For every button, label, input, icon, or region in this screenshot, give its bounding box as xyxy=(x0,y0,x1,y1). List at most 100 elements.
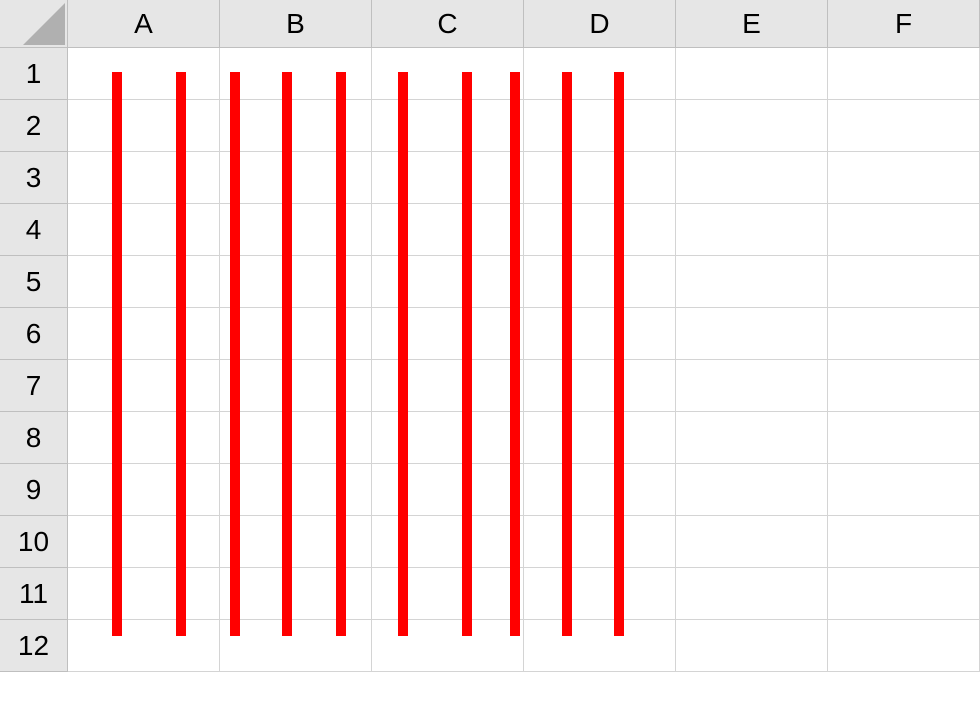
cell-F6[interactable] xyxy=(828,308,980,360)
cell-A8[interactable] xyxy=(68,412,220,464)
cell-C8[interactable] xyxy=(372,412,524,464)
cell-B8[interactable] xyxy=(220,412,372,464)
overlay-vertical-bar-8[interactable] xyxy=(510,72,520,636)
overlay-vertical-bar-9[interactable] xyxy=(562,72,572,636)
column-header-C[interactable]: C xyxy=(372,0,524,48)
cell-A4[interactable] xyxy=(68,204,220,256)
cell-D11[interactable] xyxy=(524,568,676,620)
cell-E6[interactable] xyxy=(676,308,828,360)
column-header-E[interactable]: E xyxy=(676,0,828,48)
overlay-vertical-bar-4[interactable] xyxy=(282,72,292,636)
select-all-corner[interactable] xyxy=(0,0,68,48)
cell-F7[interactable] xyxy=(828,360,980,412)
cell-D5[interactable] xyxy=(524,256,676,308)
row-header-5[interactable]: 5 xyxy=(0,256,68,308)
cell-A1[interactable] xyxy=(68,48,220,100)
overlay-vertical-bar-2[interactable] xyxy=(176,72,186,636)
overlay-vertical-bar-7[interactable] xyxy=(462,72,472,636)
cell-E4[interactable] xyxy=(676,204,828,256)
cell-B5[interactable] xyxy=(220,256,372,308)
row-header-8[interactable]: 8 xyxy=(0,412,68,464)
row-header-4[interactable]: 4 xyxy=(0,204,68,256)
cell-F2[interactable] xyxy=(828,100,980,152)
cell-D4[interactable] xyxy=(524,204,676,256)
cell-F4[interactable] xyxy=(828,204,980,256)
cell-F9[interactable] xyxy=(828,464,980,516)
cell-B10[interactable] xyxy=(220,516,372,568)
row-header-6[interactable]: 6 xyxy=(0,308,68,360)
cell-E9[interactable] xyxy=(676,464,828,516)
row-header-3[interactable]: 3 xyxy=(0,152,68,204)
cell-B2[interactable] xyxy=(220,100,372,152)
cell-C1[interactable] xyxy=(372,48,524,100)
overlay-vertical-bar-10[interactable] xyxy=(614,72,624,636)
cell-A6[interactable] xyxy=(68,308,220,360)
overlay-vertical-bar-3[interactable] xyxy=(230,72,240,636)
row-header-12[interactable]: 12 xyxy=(0,620,68,672)
row-header-11[interactable]: 11 xyxy=(0,568,68,620)
cell-F10[interactable] xyxy=(828,516,980,568)
cell-F8[interactable] xyxy=(828,412,980,464)
cell-B11[interactable] xyxy=(220,568,372,620)
cell-A5[interactable] xyxy=(68,256,220,308)
cell-A9[interactable] xyxy=(68,464,220,516)
cell-B9[interactable] xyxy=(220,464,372,516)
row-header-1[interactable]: 1 xyxy=(0,48,68,100)
cell-B3[interactable] xyxy=(220,152,372,204)
cell-B12[interactable] xyxy=(220,620,372,672)
cell-D6[interactable] xyxy=(524,308,676,360)
column-header-D[interactable]: D xyxy=(524,0,676,48)
cell-F1[interactable] xyxy=(828,48,980,100)
cell-D1[interactable] xyxy=(524,48,676,100)
cell-D12[interactable] xyxy=(524,620,676,672)
cell-C2[interactable] xyxy=(372,100,524,152)
cell-D3[interactable] xyxy=(524,152,676,204)
cell-B7[interactable] xyxy=(220,360,372,412)
cell-C5[interactable] xyxy=(372,256,524,308)
cell-C3[interactable] xyxy=(372,152,524,204)
cell-C7[interactable] xyxy=(372,360,524,412)
column-header-B[interactable]: B xyxy=(220,0,372,48)
cell-E11[interactable] xyxy=(676,568,828,620)
cell-C6[interactable] xyxy=(372,308,524,360)
cell-E2[interactable] xyxy=(676,100,828,152)
cell-C12[interactable] xyxy=(372,620,524,672)
cell-E3[interactable] xyxy=(676,152,828,204)
cell-D8[interactable] xyxy=(524,412,676,464)
cell-D9[interactable] xyxy=(524,464,676,516)
row-header-2[interactable]: 2 xyxy=(0,100,68,152)
cell-A3[interactable] xyxy=(68,152,220,204)
cell-A7[interactable] xyxy=(68,360,220,412)
cell-C4[interactable] xyxy=(372,204,524,256)
row-header-10[interactable]: 10 xyxy=(0,516,68,568)
cell-A10[interactable] xyxy=(68,516,220,568)
overlay-vertical-bar-6[interactable] xyxy=(398,72,408,636)
cell-E1[interactable] xyxy=(676,48,828,100)
cell-A12[interactable] xyxy=(68,620,220,672)
cell-B4[interactable] xyxy=(220,204,372,256)
cell-D10[interactable] xyxy=(524,516,676,568)
cell-B6[interactable] xyxy=(220,308,372,360)
row-header-7[interactable]: 7 xyxy=(0,360,68,412)
cell-A11[interactable] xyxy=(68,568,220,620)
cell-C10[interactable] xyxy=(372,516,524,568)
cell-C11[interactable] xyxy=(372,568,524,620)
cell-F11[interactable] xyxy=(828,568,980,620)
cell-F12[interactable] xyxy=(828,620,980,672)
row-header-9[interactable]: 9 xyxy=(0,464,68,516)
overlay-vertical-bar-5[interactable] xyxy=(336,72,346,636)
overlay-vertical-bar-1[interactable] xyxy=(112,72,122,636)
cell-E5[interactable] xyxy=(676,256,828,308)
column-header-F[interactable]: F xyxy=(828,0,980,48)
cell-E7[interactable] xyxy=(676,360,828,412)
cell-E12[interactable] xyxy=(676,620,828,672)
column-header-A[interactable]: A xyxy=(68,0,220,48)
cell-D2[interactable] xyxy=(524,100,676,152)
cell-B1[interactable] xyxy=(220,48,372,100)
cell-F5[interactable] xyxy=(828,256,980,308)
cell-D7[interactable] xyxy=(524,360,676,412)
cell-F3[interactable] xyxy=(828,152,980,204)
cell-C9[interactable] xyxy=(372,464,524,516)
cell-E10[interactable] xyxy=(676,516,828,568)
cell-E8[interactable] xyxy=(676,412,828,464)
